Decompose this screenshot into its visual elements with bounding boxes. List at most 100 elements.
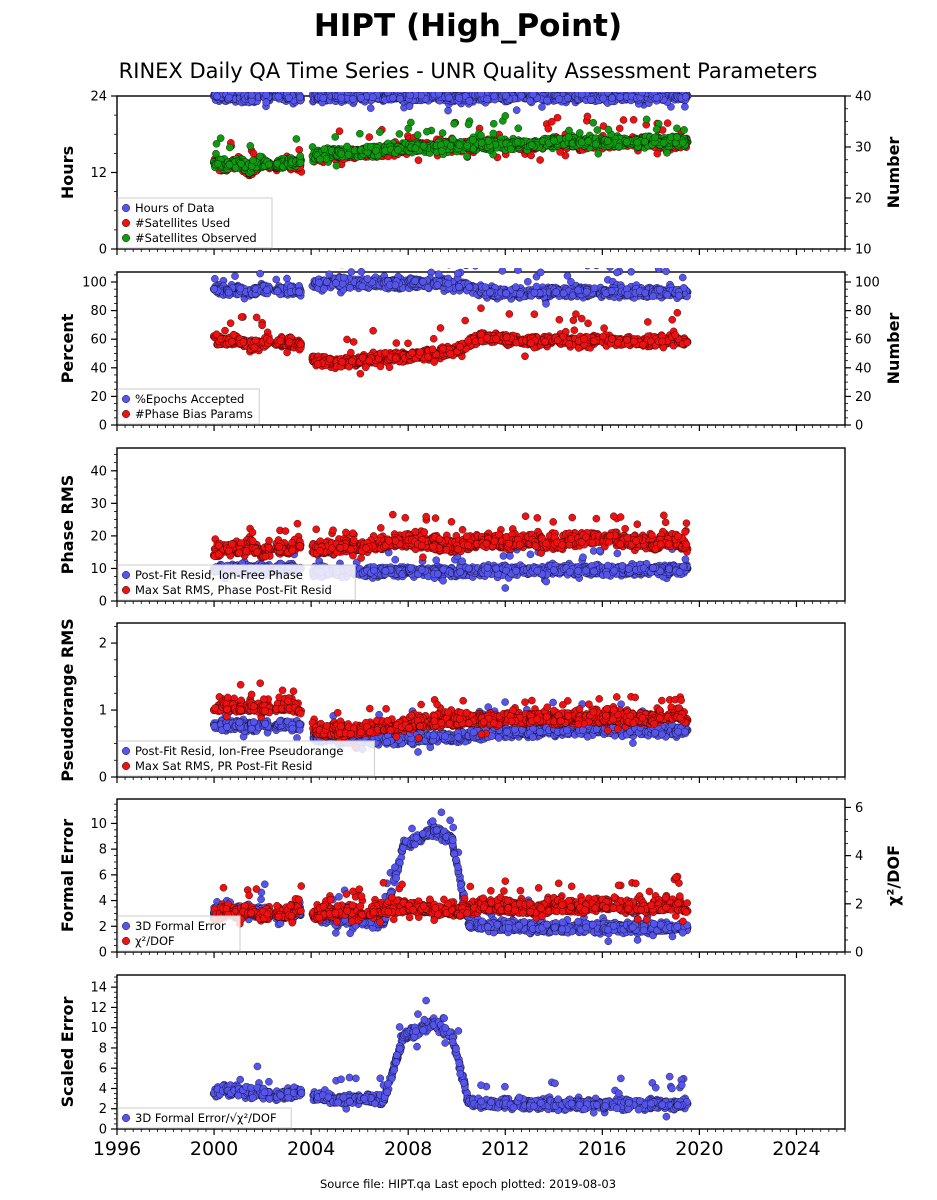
data-point (679, 138, 687, 147)
data-point (226, 143, 234, 152)
data-point (237, 160, 245, 168)
data-point (587, 95, 595, 104)
y2-tick-label: 40 (855, 90, 872, 105)
data-point (384, 92, 392, 97)
data-point (315, 278, 323, 287)
data-point (272, 275, 281, 284)
data-point (489, 119, 498, 128)
data-point (663, 119, 672, 127)
data-point (274, 92, 283, 101)
data-point (256, 269, 264, 278)
data-point (445, 93, 453, 102)
data-point (366, 104, 375, 112)
data-point (346, 284, 354, 292)
data-point (337, 94, 346, 102)
data-point (434, 270, 443, 279)
y-tick-label: 40 (90, 361, 107, 376)
data-point (368, 84, 375, 91)
data-point (604, 125, 613, 134)
data-point (455, 141, 464, 149)
data-point (225, 93, 233, 102)
data-point (483, 95, 491, 103)
legend-label: #Satellites Used (135, 216, 230, 230)
y-tick-label: 0 (99, 243, 107, 258)
y-tick-label: 0 (99, 419, 107, 434)
legend-marker (121, 203, 130, 212)
data-point (211, 275, 219, 283)
data-point (231, 272, 239, 280)
y-tick-label: 80 (90, 304, 107, 319)
data-point (369, 93, 377, 102)
y-axis-label: Hours (58, 146, 77, 199)
data-point (638, 92, 646, 97)
y2-tick-label: 60 (855, 333, 872, 348)
data-point (652, 93, 661, 102)
data-point (652, 92, 656, 93)
data-point (578, 138, 586, 147)
data-point (340, 268, 344, 269)
data-point (296, 93, 304, 102)
data-point (489, 129, 498, 138)
data-point (553, 113, 562, 122)
data-point (296, 152, 305, 160)
data-point (247, 92, 256, 99)
y2-tick-label: 0 (855, 419, 863, 434)
data-point (584, 137, 593, 145)
data-point (477, 131, 485, 140)
data-point (447, 268, 451, 269)
data-point (413, 131, 422, 139)
y-tick-label: 24 (90, 90, 107, 105)
data-point (349, 95, 357, 103)
data-point (405, 102, 414, 111)
data-point (619, 116, 628, 124)
data-point (507, 145, 515, 154)
data-point (406, 92, 414, 100)
data-point (444, 106, 452, 115)
data-point (680, 126, 688, 134)
data-point (337, 150, 346, 158)
data-point (332, 161, 341, 170)
data-point (465, 97, 474, 105)
legend: Hours of Data#Satellites Used#Satellites… (117, 197, 273, 249)
data-point (372, 146, 380, 155)
data-point (575, 129, 584, 137)
data-point (408, 254, 415, 261)
data-point (394, 146, 402, 154)
data-point (262, 92, 271, 99)
data-point (527, 141, 536, 149)
data-point (246, 142, 255, 150)
data-point (555, 95, 563, 103)
legend-marker (121, 233, 130, 242)
data-point (419, 141, 428, 150)
y-tick-label: 12 (90, 166, 107, 181)
y2-tick-label: 40 (855, 361, 872, 376)
data-point (296, 159, 305, 167)
data-point (651, 133, 659, 142)
data-point (316, 155, 324, 164)
data-point (396, 94, 404, 103)
data-point (513, 138, 522, 146)
data-point (331, 133, 340, 141)
data-point (599, 94, 607, 103)
data-point (603, 137, 612, 145)
data-point (225, 160, 234, 169)
data-point (629, 116, 638, 124)
data-point (673, 124, 681, 133)
data-point (477, 92, 485, 98)
legend-label: #Satellites Observed (135, 231, 257, 245)
data-point (438, 92, 444, 94)
data-point (249, 156, 257, 165)
series-1 (209, 254, 692, 308)
data-point (450, 120, 458, 128)
data-point (563, 94, 572, 102)
data-point (464, 120, 473, 129)
data-point (681, 92, 684, 93)
data-point (357, 268, 366, 276)
data-point (477, 139, 486, 147)
data-point (642, 115, 651, 124)
y-tick-label: 20 (90, 390, 107, 405)
data-point (255, 82, 262, 89)
data-point (490, 92, 499, 100)
data-point (347, 268, 356, 276)
